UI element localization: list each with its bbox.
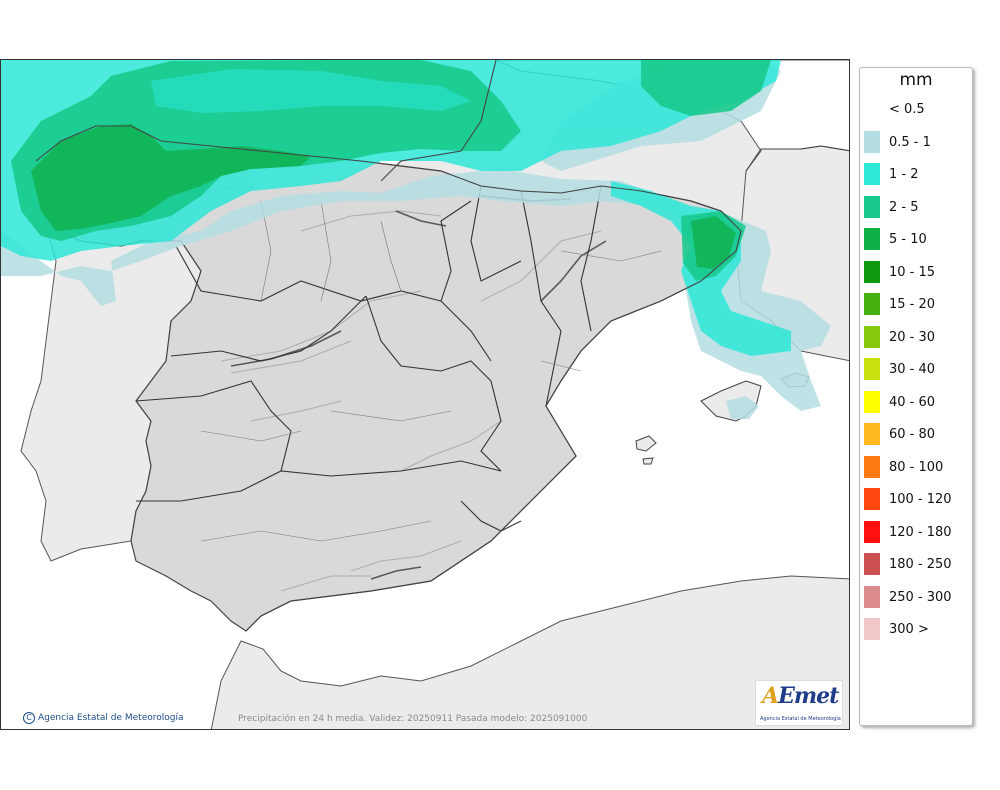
precip-5-10 (31, 124, 736, 269)
legend-swatch (864, 488, 880, 510)
copyright-text: Agencia Estatal de Meteorología (38, 713, 184, 723)
legend-swatch (864, 260, 880, 283)
legend-item: 100 - 120 (864, 488, 968, 510)
legend-item: 0.5 - 1 (864, 130, 968, 153)
legend-label: 30 - 40 (889, 362, 936, 377)
legend-swatch (864, 195, 880, 218)
legend-label: 20 - 30 (889, 329, 936, 345)
legend-label: 0.5 - 1 (889, 134, 931, 150)
legend-item: 120 - 180 (864, 520, 968, 543)
legend-item: 250 - 300 (864, 585, 968, 608)
legend-swatch (864, 423, 880, 445)
legend-swatch (864, 553, 880, 575)
legend-label: 120 - 180 (889, 524, 952, 540)
map-caption: Precipitación en 24 h media. Validez: 20… (238, 714, 588, 724)
legend-swatch (864, 130, 880, 153)
legend-label: 180 - 250 (889, 557, 952, 572)
legend-unit: mm (899, 70, 933, 90)
precip-free-zone (151, 69, 471, 113)
copyright-notice: C Agencia Estatal de Meteorología (23, 712, 184, 724)
legend-label: 2 - 5 (889, 199, 919, 215)
province-boundaries (95, 150, 662, 542)
legend-item: 5 - 10 (864, 228, 968, 250)
legend-label: 10 - 15 (889, 264, 936, 280)
ibiza (635, 435, 657, 452)
legend-item: 2 - 5 (864, 195, 968, 218)
copyright-icon: C (23, 712, 35, 724)
regional-boundaries (135, 185, 602, 532)
legend-label: 1 - 2 (889, 167, 919, 182)
legend-item: 80 - 100 (864, 455, 968, 478)
aemet-logo: AEmet Agencia Estatal de Meteorología (755, 680, 843, 726)
precipitation-map: AEmet Agencia Estatal de Meteorología C … (0, 59, 850, 730)
legend-item: 180 - 250 (864, 553, 968, 575)
legend-item: 40 - 60 (864, 390, 968, 413)
map-canvas (1, 60, 849, 729)
aemet-logo-wordmark: AEmet (762, 683, 839, 709)
legend-swatch (864, 618, 880, 640)
legend-label: 100 - 120 (889, 492, 952, 507)
legend-swatch (864, 228, 880, 250)
formentera (642, 457, 654, 465)
legend-label: 80 - 100 (889, 459, 944, 475)
legend-swatch (864, 163, 880, 185)
north-africa-land (210, 575, 849, 729)
legend-label: 5 - 10 (889, 232, 927, 247)
legend-swatch (864, 390, 880, 413)
precipitation-legend: mm < 0.5 0.5 - 1 1 - 2 2 - 5 5 - 10 10 - 15 15… (859, 67, 973, 726)
legend-item: 30 - 40 (864, 358, 968, 380)
legend-item: 300 > (864, 618, 968, 640)
legend-swatch (864, 520, 880, 543)
legend-label: 15 - 20 (889, 297, 936, 312)
legend-swatch (864, 325, 880, 348)
legend-label: 300 > (889, 622, 929, 637)
legend-swatch (864, 98, 880, 120)
aemet-logo-subtitle: Agencia Estatal de Meteorología (760, 716, 841, 722)
legend-item: < 0.5 (864, 98, 968, 120)
legend-item: 15 - 20 (864, 293, 968, 315)
legend-swatch (864, 293, 880, 315)
legend-swatch (864, 455, 880, 478)
legend-label: 250 - 300 (889, 589, 952, 605)
coastlines (35, 60, 849, 632)
legend-label: 40 - 60 (889, 394, 936, 410)
legend-label: < 0.5 (889, 102, 925, 117)
legend-item: 60 - 80 (864, 423, 968, 445)
legend-swatch (864, 585, 880, 608)
legend-swatch (864, 358, 880, 380)
legend-item: 10 - 15 (864, 260, 968, 283)
legend-label: 60 - 80 (889, 427, 936, 442)
legend-item: 1 - 2 (864, 163, 968, 185)
legend-item: 20 - 30 (864, 325, 968, 348)
